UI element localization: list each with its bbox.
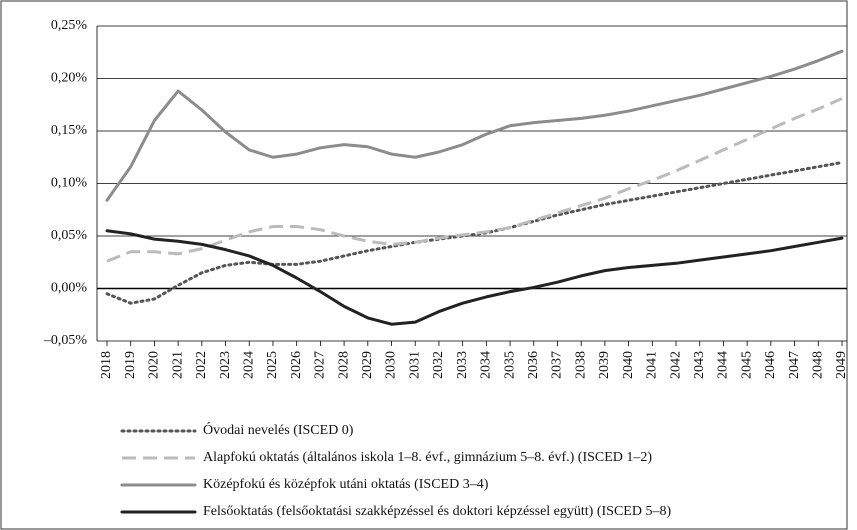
x-tick-label: 2047 (787, 351, 802, 379)
legend-label: Óvodai nevelés (ISCED 0) (203, 421, 354, 438)
x-tick-label: 2041 (645, 351, 660, 379)
series-line (105, 49, 844, 202)
x-tick-label: 2045 (739, 351, 754, 379)
x-tick-label: 2023 (218, 351, 233, 379)
x-tick-label: 2037 (550, 351, 565, 379)
x-tick-label: 2033 (455, 351, 470, 379)
x-tick-label: 2044 (716, 351, 731, 379)
y-tick-label: 0,20% (51, 71, 88, 86)
x-tick-label: 2026 (289, 351, 304, 379)
series-line (105, 161, 844, 305)
x-tick-label: 2025 (265, 351, 280, 379)
x-tick-label: 2036 (526, 351, 541, 379)
y-tick-label: 0,05% (51, 228, 88, 243)
x-tick-label: 2022 (194, 351, 209, 379)
x-tick-label: 2031 (407, 351, 422, 379)
x-tick-label: 2028 (336, 351, 351, 379)
legend-label: Középfokú és középfok utáni oktatás (ISC… (203, 477, 489, 492)
series-line (106, 97, 843, 263)
x-tick-label: 2048 (811, 351, 826, 379)
x-tick-label: 2021 (170, 351, 185, 379)
x-tick-label: 2035 (502, 351, 517, 379)
y-tick-label: 0,15% (51, 123, 88, 138)
x-tick-label: 2019 (123, 351, 138, 379)
x-tick-label: 2018 (99, 351, 114, 379)
x-tick-label: 2027 (313, 351, 328, 379)
series-line (105, 229, 844, 326)
y-tick-label: 0,00% (51, 281, 88, 296)
legend-label: Felsőoktatás (felsőoktatási szakképzésse… (203, 504, 671, 519)
y-tick-label: –0,05% (43, 333, 88, 348)
x-tick-label: 2039 (597, 351, 612, 379)
x-tick-label: 2030 (384, 351, 399, 379)
x-tick-label: 2032 (431, 351, 446, 379)
x-tick-label: 2034 (479, 351, 494, 379)
x-tick-label: 2038 (573, 351, 588, 379)
x-tick-label: 2020 (147, 351, 162, 379)
x-tick-label: 2040 (621, 351, 636, 379)
x-tick-label: 2043 (692, 351, 707, 379)
x-tick-label: 2046 (763, 351, 778, 379)
y-tick-label: 0,25% (51, 18, 88, 33)
x-tick-label: 2024 (241, 351, 256, 379)
x-tick-label: 2042 (668, 351, 683, 379)
x-tick-label: 2029 (360, 351, 375, 379)
legend-label: Alapfokú oktatás (általános iskola 1–8. … (203, 450, 652, 465)
x-tick-label: 2049 (834, 351, 849, 379)
y-tick-label: 0,10% (51, 176, 88, 191)
